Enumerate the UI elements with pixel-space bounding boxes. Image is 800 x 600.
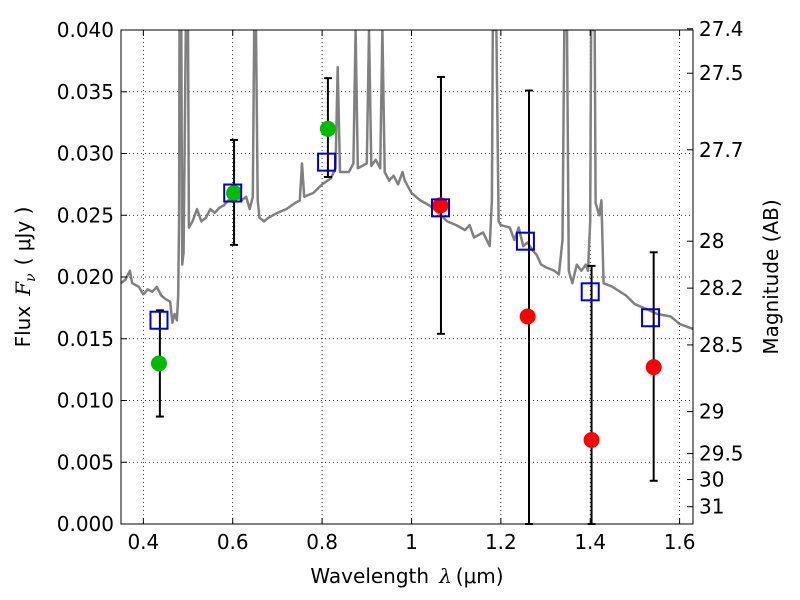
model-square [149, 310, 169, 330]
model-square [515, 231, 535, 251]
model-square [641, 308, 661, 328]
y2-tick-label: 27.7 [699, 138, 744, 162]
y-tick-label: 0.020 [57, 265, 114, 289]
y-tick-label: 0.035 [57, 80, 114, 104]
y2-tick-label: 28.2 [699, 276, 744, 300]
data-point [583, 432, 600, 449]
x-tick-label: 1.6 [664, 530, 696, 554]
x-tick-label: 1.4 [574, 530, 606, 554]
y2-tick-label: 28 [699, 229, 724, 253]
data-point [432, 197, 449, 214]
markers [149, 120, 662, 449]
y2-tick-label: 31 [699, 495, 724, 519]
y2-tick-label: 30 [699, 468, 724, 492]
model-square [223, 183, 243, 203]
y2-tick-label: 27.4 [699, 17, 744, 41]
y2-axis-title: Magnitude (AB) [759, 199, 783, 354]
y2-tick-label: 27.5 [699, 61, 744, 85]
y2-tick-label: 29 [699, 400, 724, 424]
model-square [317, 152, 337, 172]
x-tick-label: 1 [405, 530, 418, 554]
y-tick-label: 0.030 [57, 142, 114, 166]
data-point [226, 185, 243, 202]
model-square [431, 198, 451, 218]
grid [121, 29, 693, 525]
y-tick-label: 0.005 [57, 450, 114, 474]
data-point [645, 359, 662, 376]
data-point [150, 355, 167, 372]
x-tick-label: 1.2 [485, 530, 517, 554]
data-point [519, 308, 536, 325]
y-tick-label: 0.000 [57, 512, 114, 536]
y2-tick-label: 28.5 [699, 333, 744, 357]
x-tick-label: 0.6 [217, 530, 249, 554]
x-tick-label: 0.4 [127, 530, 159, 554]
y2-tick-label: 29.5 [699, 442, 744, 466]
plot-area [121, 30, 693, 331]
plot-frame [120, 29, 694, 525]
axes: 0.4 0.6 0.8 1 1.2 1.4 1.6 0.000 0.005 0.010 0.015 0… [57, 17, 744, 554]
x-tick-label: 0.8 [306, 530, 338, 554]
data-point [319, 120, 336, 137]
y-tick-label: 0.015 [57, 327, 114, 351]
y-axis-title: FluxFν( μJy ) [11, 207, 39, 348]
model-square [580, 282, 600, 302]
x-axis-title: Wavelength λ (μm) [310, 564, 503, 588]
y-tick-label: 0.025 [57, 203, 114, 227]
spectrum-line [121, 30, 693, 331]
y-tick-label: 0.010 [57, 389, 114, 413]
y-tick-label: 0.040 [57, 18, 114, 42]
